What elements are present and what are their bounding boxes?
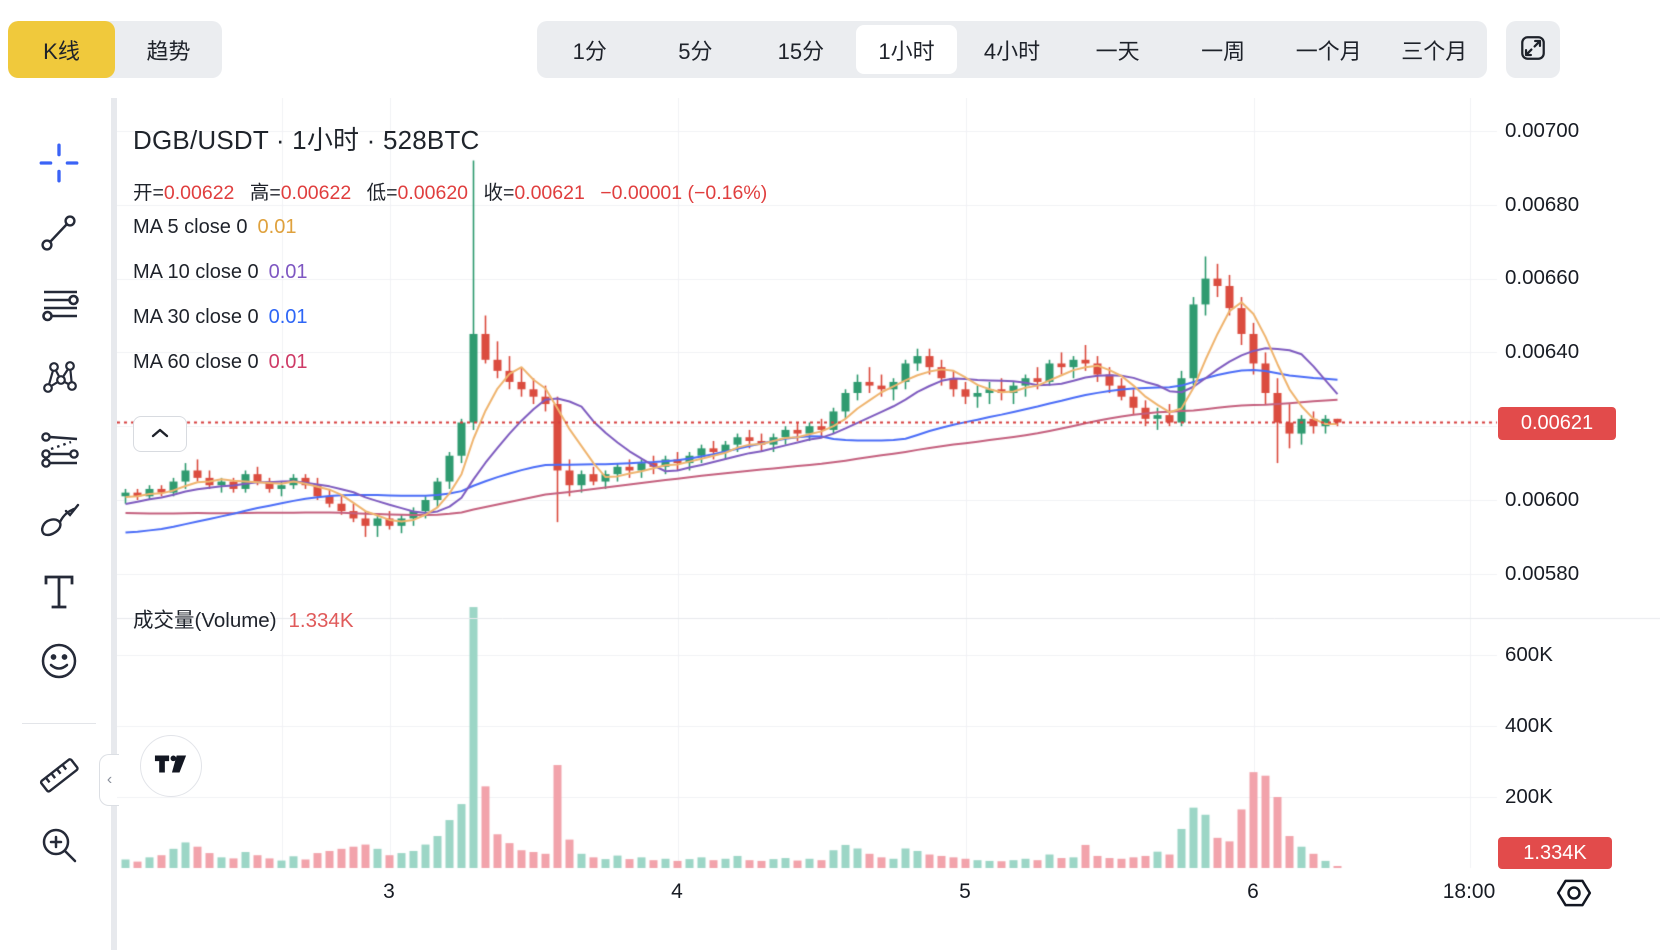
price-tick-580: 0.00580 [1505,562,1580,585]
toolbar-divider [22,723,96,724]
change-value: −0.00001 (−0.16%) [600,182,768,204]
parallel-channel-icon [37,427,81,474]
parallel-channel-tool-button[interactable] [31,424,87,476]
tab-kline[interactable]: K线 [8,21,115,78]
open-label: 开= [133,182,164,204]
price-tick-680: 0.00680 [1505,193,1580,216]
ma60-value: 0.01 [268,351,308,373]
tradingview-icon [154,753,188,780]
tab-3month[interactable]: 三个月 [1384,25,1486,74]
chart-settings-button[interactable] [1553,874,1595,914]
ma30-value: 0.01 [268,306,308,328]
crosshair-icon [36,140,82,189]
ma10-row: MA 10 close 0 0.01 [133,261,308,284]
candlestick-chart-canvas[interactable] [117,98,1660,950]
horizontal-lines-tool-button[interactable] [31,280,87,332]
volume-label: 成交量(Volume) [133,609,277,632]
chart-legend: DGB/USDT · 1小时 · 528BTC 开=0.00622 高=0.00… [133,120,767,452]
ma30-label: MA 30 close 0 [133,306,259,328]
drawing-toolbar [0,98,111,950]
ma10-label: MA 10 close 0 [133,261,259,283]
time-tick-4: 4 [671,880,683,903]
brush-tool-button[interactable] [31,496,87,548]
crosshair-tool-button[interactable] [31,138,87,190]
emoji-tool-button[interactable] [31,636,87,688]
time-tick-5: 5 [959,880,971,903]
time-tick-3: 3 [383,880,395,903]
low-value: 0.00620 [397,182,469,204]
text-tool-button[interactable] [31,566,87,618]
ruler-tool-button[interactable] [31,750,87,802]
high-value: 0.00622 [280,182,352,204]
tab-1day[interactable]: 一天 [1067,25,1169,74]
low-label: 低= [366,182,398,204]
chevron-up-icon [150,427,170,442]
ma30-row: MA 30 close 0 0.01 [133,306,308,329]
volume-tick-600k: 600K [1505,643,1553,666]
tab-trend[interactable]: 趋势 [115,21,222,78]
ma60-row: MA 60 close 0 0.01 [133,351,308,374]
tab-5min[interactable]: 5分 [645,25,747,74]
trend-line-tool-button[interactable] [31,208,87,260]
tab-1min[interactable]: 1分 [539,25,641,74]
zoom-in-tool-button[interactable] [31,820,87,872]
fullscreen-button[interactable] [1506,21,1560,78]
price-tick-600: 0.00600 [1505,488,1580,511]
volume-tick-200k: 200K [1505,785,1553,808]
expand-icon [1518,33,1548,66]
open-value: 0.00622 [163,182,235,204]
tab-1week[interactable]: 一周 [1172,25,1274,74]
close-label: 收= [483,182,515,204]
smiley-icon [36,638,82,687]
collapse-toolbar-handle[interactable]: ‹ [99,754,119,806]
interval-tabs: 1分 5分 15分 1小时 4小时 一天 一周 一个月 三个月 [537,21,1487,78]
text-icon [37,569,81,616]
collapse-legend-button[interactable] [133,416,187,452]
ma5-row: MA 5 close 0 0.01 [133,216,296,239]
ruler-icon [35,751,83,802]
chart-type-switch: K线 趋势 [8,21,222,78]
time-tick-1800: 18:00 [1442,880,1496,903]
volume-tick-400k: 400K [1505,714,1553,737]
volume-value: 1.334K [288,609,354,632]
top-toolbar: K线 趋势 1分 5分 15分 1小时 4小时 一天 一周 一个月 三个月 [0,0,1660,98]
tradingview-logo[interactable] [140,735,202,797]
time-tick-6: 6 [1247,880,1259,903]
tab-4hour[interactable]: 4小时 [961,25,1063,74]
xabcd-pattern-tool-button[interactable] [31,352,87,404]
ohlc-row: 开=0.00622 高=0.00622 低=0.00620 收=0.00621 … [133,176,1033,205]
volume-legend: 成交量(Volume) 1.334K [133,603,354,633]
parallel-lines-icon [37,283,81,330]
price-tick-660: 0.00660 [1505,266,1580,289]
close-value: 0.00621 [514,182,585,204]
tab-1month[interactable]: 一个月 [1278,25,1380,74]
symbol-title: DGB/USDT · 1小时 · 528BTC [133,125,480,155]
current-price-badge: 0.00621 [1498,407,1616,440]
xabcd-pattern-icon [37,355,81,402]
high-label: 高= [249,182,281,204]
trend-line-icon [37,211,81,258]
tab-1hour[interactable]: 1小时 [855,25,958,74]
tab-15min[interactable]: 15分 [750,25,852,74]
brush-icon [36,498,82,547]
ma60-label: MA 60 close 0 [133,351,259,373]
toolbar-separator [111,98,117,950]
price-tick-640: 0.00640 [1505,340,1580,363]
price-tick-700: 0.00700 [1505,119,1580,142]
ma10-value: 0.01 [268,261,308,283]
chart-region: DGB/USDT · 1小时 · 528BTC 开=0.00622 高=0.00… [117,98,1660,950]
current-volume-badge: 1.334K [1498,837,1612,869]
settings-hexagon-icon [1555,879,1593,914]
ma5-label: MA 5 close 0 [133,216,248,238]
zoom-in-icon [37,823,81,870]
ma5-value: 0.01 [257,216,297,238]
